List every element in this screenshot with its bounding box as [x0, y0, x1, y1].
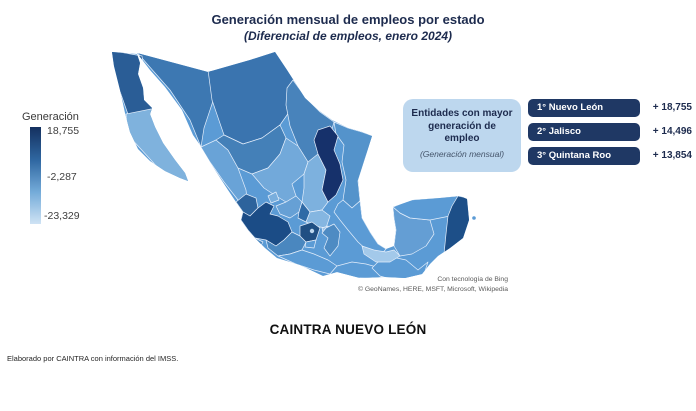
rank-value-2: + 14,496	[652, 126, 692, 137]
rank-pill-3: 3° Quintana Roo	[528, 147, 640, 165]
info-box-note: (Generación mensual)	[419, 148, 505, 159]
page-title: Generación mensual de empleos por estado	[211, 12, 485, 27]
rank-value-1: + 18,755	[652, 102, 692, 113]
state-puebla[interactable]	[321, 223, 341, 257]
map-attribution-line2: © GeoNames, HERE, MSFT, Microsoft, Wikip…	[357, 286, 508, 293]
rank-pill-1: 1° Nuevo León	[528, 99, 640, 117]
state-jalisco[interactable]	[240, 201, 293, 247]
info-box-line3: empleo	[444, 133, 480, 144]
page-subtitle: (Diferencial de empleos, enero 2024)	[243, 29, 453, 43]
footer-brand: CAINTRA NUEVO LEÓN	[269, 322, 427, 337]
info-box-line2: generación de	[428, 120, 496, 132]
state-cdmx[interactable]	[309, 228, 315, 234]
state-baja-california-sur[interactable]	[125, 107, 196, 186]
state-morelos[interactable]	[304, 239, 317, 249]
legend-min-value: -23,329	[44, 210, 80, 222]
map-attribution-line1: Con tecnología de Bing	[437, 276, 508, 283]
legend-max-value: 18,755	[47, 125, 80, 137]
legend-title: Generación	[22, 111, 79, 123]
rank-pill-2: 2° Jalisco	[528, 123, 640, 141]
info-box: Entidades con mayor generación de empleo…	[403, 99, 521, 172]
source-note: Elaborado por CAINTRA con información de…	[7, 354, 179, 363]
rank-value-3: + 13,854	[652, 150, 692, 161]
state-aguascalientes[interactable]	[267, 191, 280, 204]
state-guerrero[interactable]	[277, 249, 338, 275]
map-attribution: Con tecnología de Bing © GeoNames, HERE,…	[358, 275, 508, 295]
state-queretaro[interactable]	[297, 201, 311, 223]
legend-mid-value: -2,287	[47, 171, 77, 183]
state-nuevo-leon[interactable]	[313, 125, 344, 203]
info-box-line1: Entidades con mayor	[411, 108, 513, 119]
legend-gradient-bar	[30, 127, 41, 224]
island-cozumel	[472, 216, 476, 220]
mexico-choropleth-map	[100, 50, 500, 300]
